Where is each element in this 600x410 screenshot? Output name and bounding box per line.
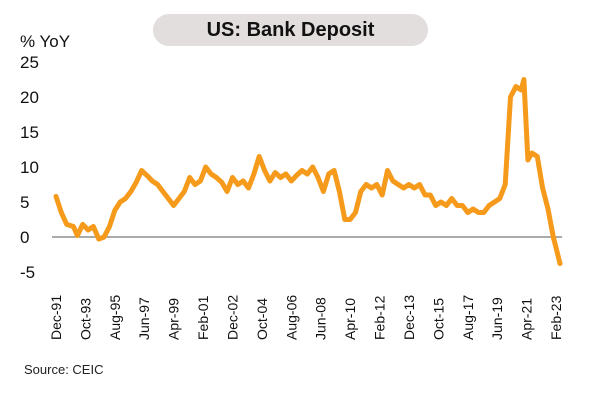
y-tick-label: 10 xyxy=(20,158,39,177)
x-tick-label: Apr-99 xyxy=(166,298,182,340)
x-tick-label: Oct-93 xyxy=(77,298,93,340)
chart-title: US: Bank Deposit xyxy=(153,14,428,46)
y-tick-labels: 25 20 15 10 5 0 -5 xyxy=(20,53,39,282)
series-line xyxy=(53,77,563,267)
y-tick-label: 15 xyxy=(20,123,39,142)
x-tick-label: Jun-08 xyxy=(313,297,329,340)
x-tick-label: Aug-06 xyxy=(283,295,299,340)
x-tick-label: Dec-91 xyxy=(48,295,64,340)
y-axis-label: % YoY xyxy=(20,32,71,51)
x-tick-label: Aug-95 xyxy=(107,295,123,340)
x-tick-labels: Dec-91 Oct-93 Aug-95 Jun-97 Apr-99 Feb-01 Dec-… xyxy=(48,295,564,340)
x-tick-label: Feb-23 xyxy=(548,295,564,340)
x-tick-label: Oct-15 xyxy=(430,298,446,340)
y-tick-label: 25 xyxy=(20,53,39,72)
x-tick-label: Feb-12 xyxy=(372,295,388,340)
x-tick-label: Jun-19 xyxy=(489,297,505,340)
source-note: Source: CEIC xyxy=(24,362,104,377)
x-tick-label: Oct-04 xyxy=(254,298,270,340)
y-tick-label: 0 xyxy=(20,228,29,247)
x-tick-label: Apr-21 xyxy=(519,298,535,340)
x-tick-label: Aug-17 xyxy=(460,295,476,340)
x-tick-label: Apr-10 xyxy=(342,298,358,340)
x-tick-label: Dec-13 xyxy=(401,295,417,340)
x-tick-label: Jun-97 xyxy=(136,297,152,340)
y-tick-label: 5 xyxy=(20,193,29,212)
y-tick-label: -5 xyxy=(20,263,35,282)
x-tick-label: Dec-02 xyxy=(224,295,240,340)
y-tick-label: 20 xyxy=(20,88,39,107)
x-tick-label: Feb-01 xyxy=(195,295,211,340)
